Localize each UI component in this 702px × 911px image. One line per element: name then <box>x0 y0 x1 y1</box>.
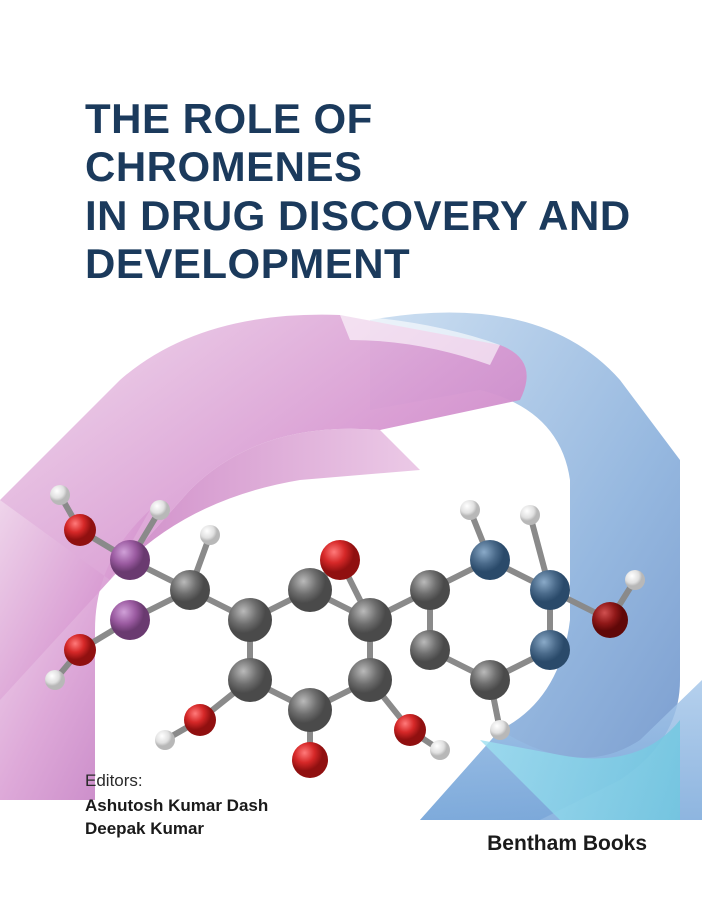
atom-c15 <box>410 630 450 670</box>
atom-h5 <box>460 500 480 520</box>
title-line-2: IN DRUG DISCOVERY AND <box>85 192 631 239</box>
editor-name-1: Ashutosh Kumar Dash <box>85 795 268 818</box>
editors-label: Editors: <box>85 771 268 791</box>
title-line-3: DEVELOPMENT <box>85 240 410 287</box>
atom-c14 <box>470 660 510 700</box>
atom-h3 <box>150 500 170 520</box>
atom-c10 <box>410 570 450 610</box>
atom-o3 <box>64 634 96 666</box>
molecule-atoms <box>45 485 645 778</box>
title-line-1: THE ROLE OF CHROMENES <box>85 95 373 190</box>
atom-h9 <box>155 730 175 750</box>
atom-h4 <box>200 525 220 545</box>
molecule-diagram <box>30 440 670 800</box>
atom-c7 <box>170 570 210 610</box>
atom-c3 <box>348 598 392 642</box>
atom-c4 <box>348 658 392 702</box>
atom-h6 <box>520 505 540 525</box>
editors-block: Editors: Ashutosh Kumar Dash Deepak Kuma… <box>85 771 268 841</box>
atom-c2 <box>288 568 332 612</box>
atom-c9 <box>110 540 150 580</box>
atom-c1 <box>228 598 272 642</box>
atom-c5 <box>288 688 332 732</box>
atom-c11 <box>470 540 510 580</box>
atom-h1 <box>50 485 70 505</box>
atom-o4 <box>592 602 628 638</box>
atom-o1 <box>320 540 360 580</box>
title-block: THE ROLE OF CHROMENES IN DRUG DISCOVERY … <box>85 95 642 288</box>
atom-h2 <box>45 670 65 690</box>
atom-o5 <box>292 742 328 778</box>
atom-h7 <box>625 570 645 590</box>
editor-name-2: Deepak Kumar <box>85 818 268 841</box>
atom-h10 <box>490 720 510 740</box>
atom-c8 <box>110 600 150 640</box>
atom-c13 <box>530 630 570 670</box>
book-cover: THE ROLE OF CHROMENES IN DRUG DISCOVERY … <box>0 0 702 911</box>
atom-h8 <box>430 740 450 760</box>
atom-c6 <box>228 658 272 702</box>
atom-o2 <box>64 514 96 546</box>
atom-o6 <box>184 704 216 736</box>
publisher-name: Bentham Books <box>487 832 647 856</box>
atom-o7 <box>394 714 426 746</box>
atom-c12 <box>530 570 570 610</box>
book-title: THE ROLE OF CHROMENES IN DRUG DISCOVERY … <box>85 95 642 288</box>
